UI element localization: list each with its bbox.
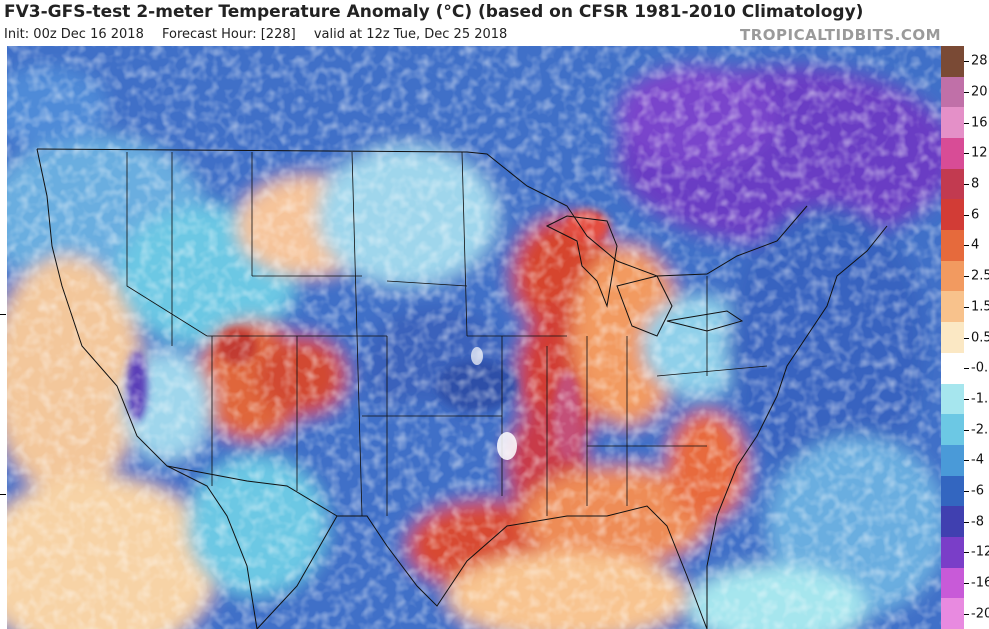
colorbar-swatch [941, 536, 964, 569]
state-lines [126, 151, 768, 517]
colorbar-label: -2.5 [971, 422, 989, 438]
colorbar-tick [964, 61, 969, 63]
colorbar-label: 2.5 [971, 268, 989, 284]
colorbar-label: -1.5 [971, 391, 989, 407]
colorbar-swatch [941, 414, 964, 446]
colorbar-tick [964, 153, 969, 155]
init-time: Init: 00z Dec 16 2018 [4, 27, 144, 42]
axis-tick [0, 314, 6, 315]
colorbar-label: 0.5 [971, 330, 989, 345]
colorbar-swatch [941, 199, 964, 231]
noise-texture [7, 46, 941, 629]
colorbar-tick [964, 337, 969, 339]
map-canvas [7, 46, 941, 629]
colorbar-label: -12 [971, 544, 989, 560]
temperature-anomaly-map [7, 46, 941, 629]
valid-time: valid at 12z Tue, Dec 25 2018 [313, 27, 508, 42]
colorbar-tick [964, 429, 969, 431]
colorbar-swatch [941, 76, 964, 108]
colorbar-tick [964, 368, 969, 370]
canada-us-border [36, 148, 808, 277]
colorbar-label: -4 [971, 452, 984, 468]
colorbar-swatch [941, 168, 964, 200]
boundary-lines [36, 148, 888, 629]
colorbar-swatch [941, 352, 964, 384]
colorbar-tick [964, 460, 969, 462]
colorbar-swatch [941, 444, 964, 477]
colorbar-label: 8 [971, 176, 980, 192]
colorbar-label: -16 [971, 575, 989, 591]
colorbar-swatch [941, 475, 964, 507]
colorbar-label: 20 [971, 84, 988, 100]
colorbar-tick [964, 276, 969, 278]
colorbar-tick [964, 552, 969, 554]
colorbar-swatch [941, 107, 964, 139]
colorbar-label: 28 [971, 53, 988, 69]
colorbar: 28 20 16 12 8 6 4 2.5 1.5 0.5 -0.5 -1.5 -2.5 -4 -6 -8 -1… [941, 46, 989, 629]
east-coast-line [706, 225, 888, 629]
colorbar-tick [964, 184, 969, 186]
colorbar-swatch [941, 291, 964, 323]
colorbar-tick [964, 306, 969, 308]
map-highlights [471, 347, 517, 460]
colorbar-tick [964, 398, 969, 400]
colorbar-swatch [941, 322, 964, 354]
colorbar-label: 16 [971, 115, 988, 131]
colorbar-label: 6 [971, 207, 980, 223]
colorbar-label: 1.5 [971, 299, 989, 315]
colorbar-tick [964, 245, 969, 247]
mexico-border [166, 465, 338, 517]
map-title: FV3-GFS-test 2-meter Temperature Anomaly… [4, 2, 864, 22]
colorbar-tick [964, 582, 969, 584]
brand-watermark: TROPICALTIDBITS.COM [740, 26, 941, 44]
colorbar-label: 12 [971, 145, 988, 161]
colorbar-tick [964, 490, 969, 492]
colorbar-label: -20 [971, 606, 989, 622]
colorbar-swatch [941, 506, 964, 538]
colorbar-swatch [941, 138, 964, 170]
colorbar-tick [964, 122, 969, 124]
forecast-info: Init: 00z Dec 16 2018 Forecast Hour: [22… [4, 27, 521, 42]
colorbar-label: -0.5 [971, 360, 989, 376]
colorbar-swatch [941, 598, 964, 629]
colorbar-tick [964, 521, 969, 523]
west-coast-line [36, 148, 258, 629]
gulf-coast-line [256, 505, 708, 629]
forecast-hour: Forecast Hour: [228] [161, 27, 296, 42]
colorbar-label: 4 [971, 237, 980, 253]
colorbar-tick [964, 214, 969, 216]
colorbar-swatch [941, 567, 964, 599]
colorbar-label: -8 [971, 514, 984, 530]
colorbar-tick [964, 613, 969, 615]
colorbar-swatch [941, 383, 964, 415]
colorbar-swatch [941, 260, 964, 292]
colorbar-swatch [941, 46, 964, 78]
axis-tick [0, 494, 6, 495]
colorbar-label: -6 [971, 483, 984, 499]
colorbar-tick [964, 92, 969, 94]
colorbar-swatch [941, 230, 964, 262]
